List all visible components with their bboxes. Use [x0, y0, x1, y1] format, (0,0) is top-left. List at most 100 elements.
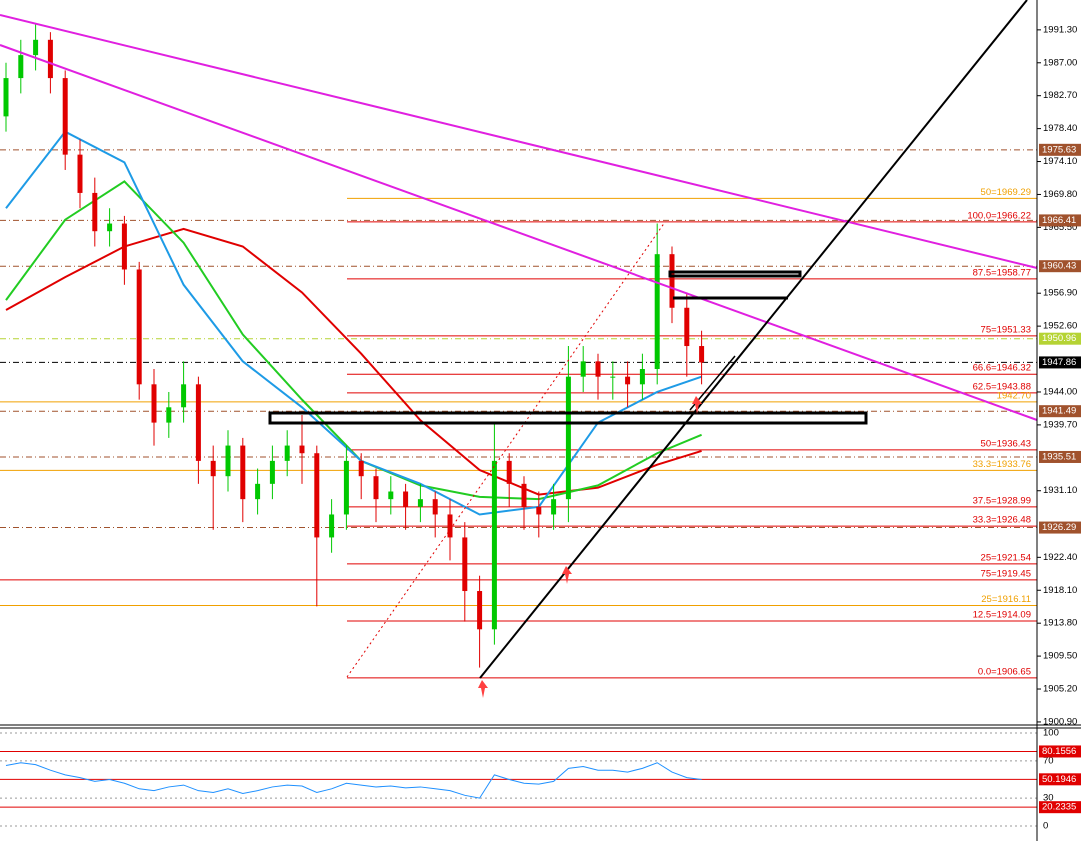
- candle-body: [625, 376, 631, 385]
- y-tick-label: 1900.90: [1043, 716, 1077, 727]
- price-tag: [1039, 405, 1081, 418]
- candle-body: [432, 499, 438, 515]
- candle-body: [595, 361, 601, 377]
- candle-body: [447, 514, 453, 538]
- fib-label: 75=1951.33: [981, 324, 1031, 335]
- rsi-tick-label: 70: [1043, 755, 1054, 766]
- candle-body: [299, 445, 305, 454]
- price-tag-label: 1960.43: [1042, 261, 1076, 272]
- y-tick-label: 1944.00: [1043, 386, 1077, 397]
- candle-body: [417, 499, 423, 507]
- candle-body: [62, 78, 68, 155]
- price-tag: [1039, 214, 1081, 227]
- arrow: [478, 680, 488, 698]
- candle-body: [18, 55, 24, 79]
- candle-body: [580, 361, 586, 377]
- drawings: [0, 0, 1038, 698]
- candle-body: [166, 407, 172, 423]
- rsi-level-label: 80.1556: [1042, 746, 1076, 757]
- plot: 50=1969.29 100.0=1966.22 87.5=1958.77 75=19…: [0, 24, 1037, 827]
- fib-label: 33.3=1933.76: [973, 459, 1031, 470]
- candle-body: [77, 154, 83, 193]
- candle-body: [639, 369, 645, 385]
- price-tag: [1039, 356, 1081, 369]
- y-tick-label: 1931.10: [1043, 485, 1077, 496]
- price-tag-label: 1935.51: [1042, 451, 1076, 462]
- candle-body: [521, 483, 527, 507]
- candle-body: [225, 445, 231, 477]
- y-tick-label: 1905.20: [1043, 684, 1077, 695]
- candle-body: [388, 491, 394, 500]
- candle-body: [255, 483, 261, 500]
- candle-body: [610, 376, 616, 378]
- candle-body: [684, 307, 690, 347]
- candle-body: [136, 269, 142, 385]
- fib-label: 37.5=1928.99: [973, 495, 1031, 506]
- trend-line: [0, 44, 1038, 421]
- candle-body: [373, 476, 379, 500]
- candle-body: [240, 445, 246, 500]
- candle-body: [565, 376, 571, 500]
- rsi-tick-label: 100: [1043, 728, 1059, 739]
- price-tag-label: 1947.86: [1042, 357, 1076, 368]
- fib-label: 75=1919.45: [981, 568, 1031, 579]
- candle-body: [210, 460, 216, 477]
- fib-label: 12.5=1914.09: [973, 609, 1031, 620]
- price-tag: [1039, 521, 1081, 534]
- fib-label: 87.5=1958.77: [973, 267, 1031, 278]
- candle-body: [181, 384, 187, 408]
- y-tick-label: 1952.60: [1043, 321, 1077, 332]
- candle-body: [536, 506, 542, 515]
- y-tick-label: 1956.90: [1043, 288, 1077, 299]
- zone-box: [668, 270, 802, 278]
- fib-label: 100.0=1966.22: [967, 210, 1031, 221]
- trend-line: [0, 14, 1038, 269]
- candle-body: [343, 460, 349, 515]
- fib-label: 50=1969.29: [981, 187, 1031, 198]
- y-tick-label: 1969.80: [1043, 189, 1077, 200]
- candle-body: [3, 78, 9, 117]
- zone-box: [268, 411, 868, 425]
- candle-body: [462, 537, 468, 592]
- candle-body: [551, 499, 557, 515]
- y-tick-label: 1922.40: [1043, 552, 1077, 563]
- fib-label: 1942.70: [997, 390, 1031, 401]
- rsi-level-tag: [1039, 773, 1081, 786]
- y-tick-label: 1909.50: [1043, 651, 1077, 662]
- candle-body: [107, 223, 113, 232]
- channel-line: [479, 0, 1028, 679]
- price-tag: [1039, 332, 1081, 345]
- price-tag-label: 1966.41: [1042, 215, 1076, 226]
- candle-body: [329, 514, 335, 538]
- fib-label: 25=1921.54: [981, 552, 1031, 563]
- candle-body: [92, 192, 98, 232]
- price-tag: [1039, 260, 1081, 273]
- candle-body: [314, 453, 320, 538]
- rsi-level-tag: [1039, 745, 1081, 758]
- candle-body: [195, 384, 201, 461]
- candle-body: [491, 460, 497, 630]
- y-tick-label: 1987.00: [1043, 57, 1077, 68]
- rsi-tick-label: 0: [1043, 821, 1048, 832]
- arrow: [692, 396, 702, 414]
- fib-label: 50=1936.43: [981, 438, 1031, 449]
- fib-label: 25=1916.11: [981, 594, 1031, 605]
- price-tag-label: 1975.63: [1042, 144, 1076, 155]
- candle-body: [506, 460, 512, 484]
- fib-label: 66.6=1946.32: [973, 363, 1031, 374]
- price-tag: [1039, 143, 1081, 156]
- y-tick-label: 1918.10: [1043, 585, 1077, 596]
- candle-body: [269, 460, 275, 484]
- y-tick-label: 1978.40: [1043, 123, 1077, 134]
- candle-body: [669, 254, 675, 308]
- price-tag: [1039, 450, 1081, 463]
- rsi-level-tag: [1039, 801, 1081, 814]
- y-tick-label: 1991.30: [1043, 24, 1077, 35]
- candle-body: [699, 346, 705, 363]
- price-tag-label: 1926.29: [1042, 522, 1076, 533]
- price-tag-label: 1950.96: [1042, 333, 1076, 344]
- tags: 1991.30 1987.00 1982.70 1978.40 1974.10 1969.…: [1037, 24, 1081, 832]
- y-tick-label: 1982.70: [1043, 90, 1077, 101]
- candle-body: [47, 39, 53, 79]
